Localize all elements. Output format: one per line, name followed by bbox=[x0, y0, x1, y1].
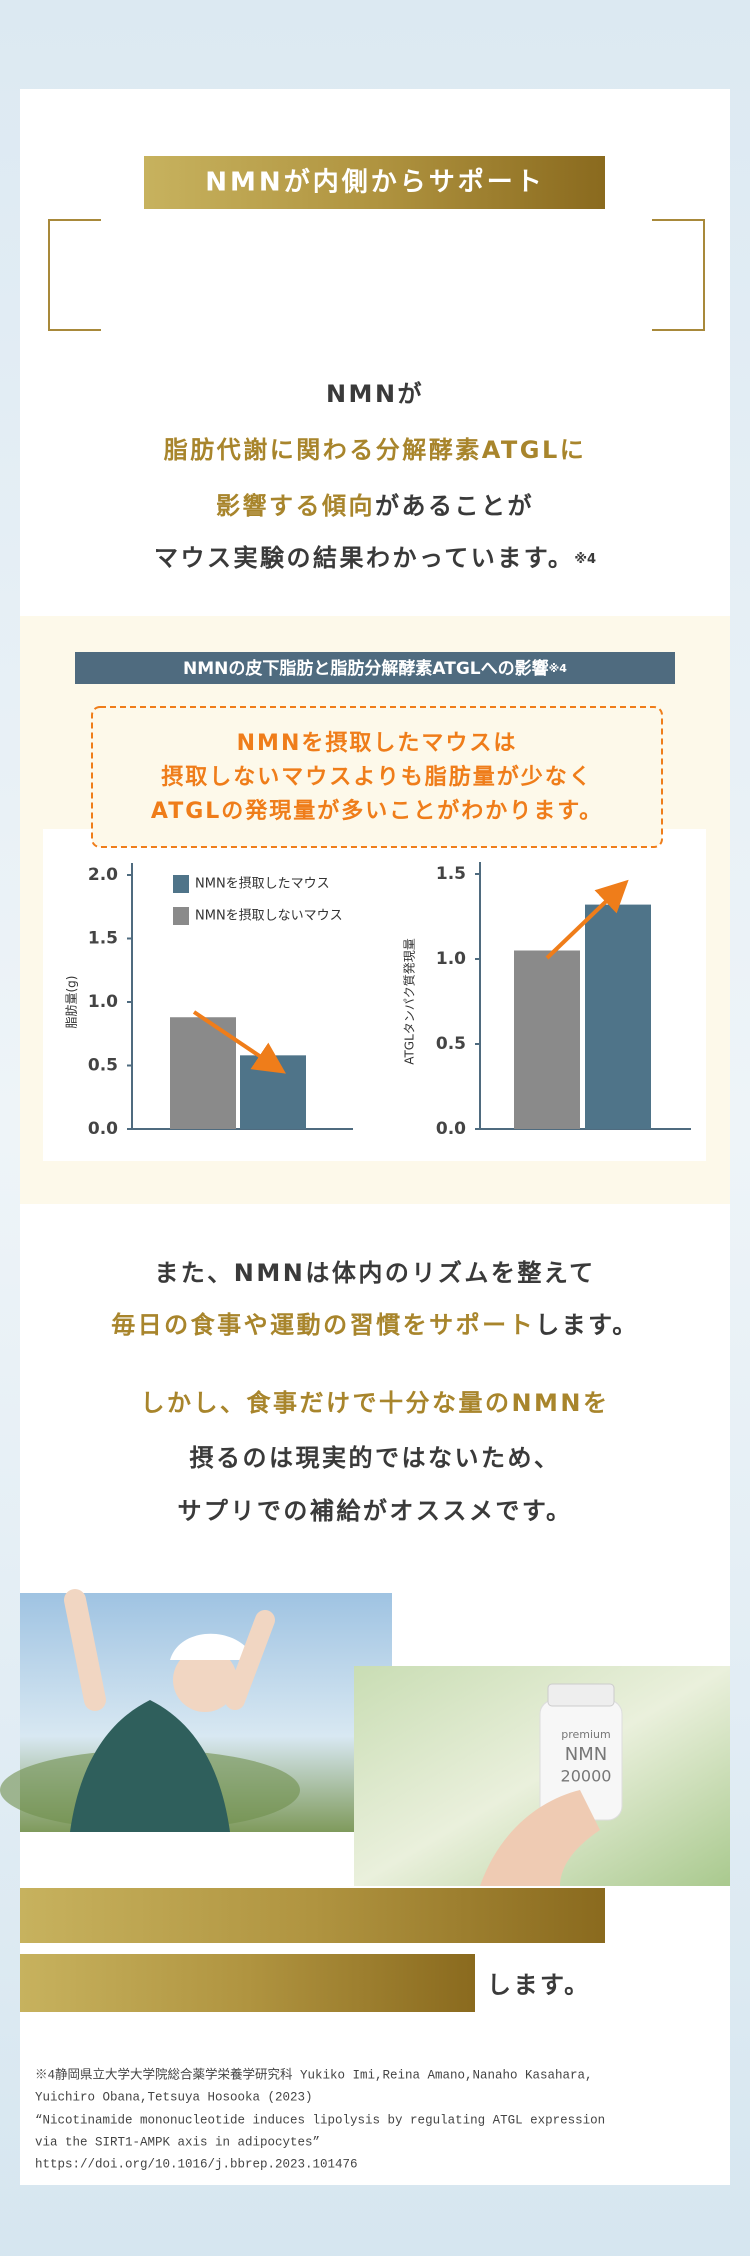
banner bbox=[144, 156, 605, 209]
y-tick-label: 2.0 bbox=[88, 865, 118, 885]
closing-text: します。 bbox=[487, 1971, 591, 1999]
body-line: 毎日の食事や運動の習慣をサポートします。 bbox=[111, 1311, 639, 1339]
footnote-line: ※4静岡県立大学大学院総合薬学栄養学研究科 Yukiko Imi,Reina A… bbox=[35, 2066, 593, 2082]
body-line: サプリでの補給がオススメです。 bbox=[177, 1497, 572, 1525]
footnote-line: “Nicotinamide mononucleotide induces lip… bbox=[35, 2113, 605, 2127]
bar bbox=[514, 950, 580, 1129]
intro-line: 影響する傾向があることが bbox=[216, 492, 534, 520]
footnote-line: https://doi.org/10.1016/j.bbrep.2023.101… bbox=[35, 2157, 358, 2171]
figure-title-text: NMNの皮下脂肪と脂肪分解酵素ATGLへの影響 bbox=[183, 658, 549, 679]
banner-text: NMNが内側からサポート bbox=[205, 167, 544, 198]
figure-title: NMNの皮下脂肪と脂肪分解酵素ATGLへの影響※4 bbox=[183, 658, 567, 679]
y-tick-label: 1.0 bbox=[436, 949, 466, 969]
y-tick-label: 0.5 bbox=[88, 1056, 118, 1076]
body-line: しかし、食事だけで十分な量のNMNを bbox=[140, 1389, 609, 1417]
y-tick-label: 1.5 bbox=[436, 864, 466, 884]
photo-bottle: premium NMN 20000 bbox=[354, 1666, 730, 1886]
y-tick-label: 0.5 bbox=[436, 1034, 466, 1054]
y-tick-label: 0.0 bbox=[436, 1119, 466, 1139]
charts: 0.0 0.5 1.0 1.5 2.0 脂肪量(g) NMNを摂取したマウス NMNを摂取しな… bbox=[64, 862, 691, 1139]
body-text: します。 bbox=[535, 1311, 639, 1339]
callout-line: ATGLの発現量が多いことがわかります。 bbox=[151, 798, 603, 824]
y-tick-label: 1.0 bbox=[88, 992, 118, 1012]
body-line: また、NMNは体内のリズムを整えて bbox=[154, 1259, 595, 1287]
body-line: 摂るのは現実的ではないため、 bbox=[190, 1444, 561, 1472]
body-highlight: 毎日の食事や運動の習慣をサポート bbox=[111, 1311, 535, 1339]
bottle-label: 20000 bbox=[561, 1767, 612, 1786]
note-mark: ※4 bbox=[549, 662, 568, 675]
trend-arrow bbox=[545, 879, 629, 960]
intro-line: 脂肪代謝に関わる分解酵素ATGLに bbox=[164, 436, 587, 464]
bar bbox=[585, 904, 651, 1129]
bottle-label: NMN bbox=[565, 1744, 607, 1765]
intro-highlight: 影響する傾向 bbox=[216, 492, 375, 520]
intro-line: NMNが bbox=[326, 380, 424, 408]
legend-label: NMNを摂取しないマウス bbox=[195, 908, 343, 924]
callout-line: NMNを摂取したマウスは bbox=[237, 730, 518, 756]
footnote-line: Yuichiro Obana,Tetsuya Hosooka (2023) bbox=[35, 2090, 313, 2104]
intro-text: マウス実験の結果わかっています。 bbox=[154, 544, 574, 572]
figure-title-bar bbox=[75, 652, 675, 684]
y-axis-label: ATGLタンパク質発現量 bbox=[402, 938, 417, 1065]
gold-band bbox=[20, 1954, 475, 2012]
trend-arrow bbox=[192, 1010, 286, 1074]
bracket bbox=[652, 219, 705, 331]
callout-line: 摂取しないマウスよりも脂肪量が少なく bbox=[161, 764, 593, 790]
legend-swatch bbox=[173, 907, 189, 925]
footnote-line: via the SIRT1-AMPK axis in adipocytes” bbox=[35, 2135, 320, 2149]
callout-box bbox=[91, 706, 663, 848]
legend-swatch bbox=[173, 875, 189, 893]
intro-text: があることが bbox=[375, 492, 534, 520]
bracket bbox=[48, 219, 101, 331]
gold-band bbox=[20, 1888, 605, 1943]
note-mark: ※4 bbox=[574, 552, 596, 567]
photo-woman bbox=[0, 1589, 392, 1832]
bar bbox=[170, 1017, 236, 1129]
intro-line: マウス実験の結果わかっています。※4 bbox=[154, 544, 596, 572]
y-tick-label: 0.0 bbox=[88, 1119, 118, 1139]
y-tick-label: 1.5 bbox=[88, 929, 118, 949]
bottle-label: premium bbox=[561, 1728, 611, 1741]
y-axis-label: 脂肪量(g) bbox=[64, 976, 79, 1029]
legend-label: NMNを摂取したマウス bbox=[195, 876, 330, 892]
